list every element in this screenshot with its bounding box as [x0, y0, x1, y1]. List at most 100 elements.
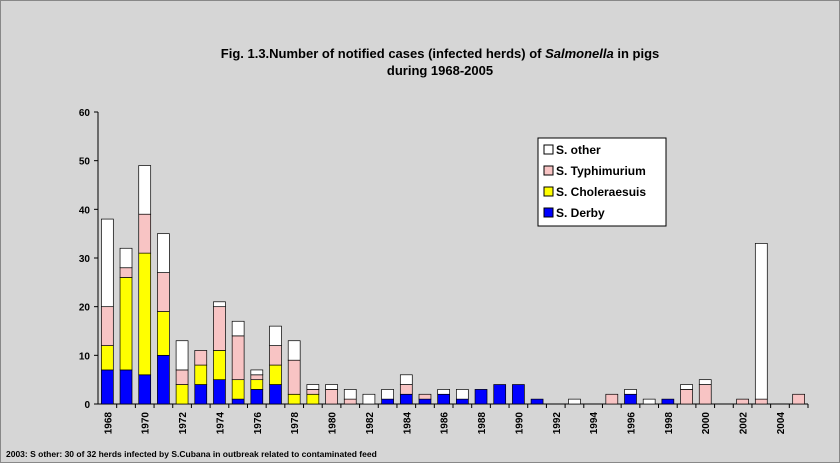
x-tick-label: 1970 [141, 412, 152, 435]
bar-segment [343, 398, 357, 405]
bar-segment [213, 301, 226, 308]
legend-label: S. Typhimurium [556, 164, 646, 178]
bar-segment [642, 398, 656, 405]
bar-segment [175, 369, 189, 385]
y-tick-label: 50 [79, 157, 91, 168]
x-tick-label: 1968 [103, 412, 114, 435]
bar-segment [698, 379, 712, 385]
bar-segment [269, 325, 282, 346]
bar-segment [512, 384, 525, 405]
bar-segment [343, 389, 357, 400]
x-tick-label: 1984 [402, 412, 413, 435]
bar-segment [624, 393, 637, 405]
y-tick-label: 20 [79, 303, 91, 314]
bar-segment [325, 389, 338, 405]
bar-segment [624, 389, 637, 395]
bar-segment [698, 384, 712, 405]
x-tick-label: 1976 [253, 412, 264, 435]
legend-swatch [543, 207, 554, 218]
legend-label: S. Choleraesuis [556, 185, 646, 199]
bar-segment [250, 369, 264, 376]
footnote: 2003: S other: 30 of 32 herds infected b… [6, 449, 377, 459]
bar-segment [661, 398, 675, 405]
legend-label: S. other [556, 143, 601, 157]
bar-segment [119, 267, 133, 278]
bar-segment [101, 369, 114, 405]
chart-subtitle: during 1968-2005 [387, 63, 493, 78]
x-tick-label: 1990 [514, 412, 525, 435]
x-tick-label: 1994 [589, 412, 600, 435]
bar-segment [138, 374, 152, 405]
bar-segment [362, 393, 376, 405]
bar-segment [399, 393, 413, 405]
x-tick-label: 1986 [440, 412, 451, 435]
legend-swatch [543, 165, 554, 176]
bar-segment [306, 384, 320, 390]
x-tick-label: 1974 [215, 412, 226, 435]
bar-segment [194, 364, 208, 385]
x-tick-label: 1988 [477, 412, 488, 435]
bar-segment [213, 306, 226, 351]
bar-segment [250, 389, 264, 405]
x-tick-label: 1972 [178, 412, 189, 435]
bar-segment [101, 306, 114, 346]
bar-segment [437, 389, 450, 395]
bar-segment [381, 389, 394, 400]
y-tick-label: 30 [79, 254, 91, 265]
bar-segment [269, 384, 282, 405]
bar-segment [101, 218, 114, 308]
x-tick-label: 1992 [552, 412, 563, 435]
bar-segment [493, 384, 507, 405]
bar-segment [157, 272, 170, 312]
x-tick-label: 2000 [701, 412, 712, 435]
bar-segment [213, 350, 226, 381]
bar-segment [231, 379, 245, 400]
legend-swatch [543, 186, 554, 197]
y-tick-label: 0 [84, 400, 90, 411]
legend-swatch [543, 144, 554, 155]
x-tick-label: 1978 [290, 412, 301, 435]
y-tick-label: 10 [79, 351, 91, 362]
title-part: in pigs [614, 46, 660, 61]
bar-segment [101, 345, 114, 371]
bar-segment [119, 247, 133, 269]
bar-segment [157, 233, 170, 273]
bar-segment [287, 393, 301, 405]
bar-segment [399, 384, 413, 395]
bar-segment [119, 277, 133, 371]
bar-segment [754, 243, 768, 400]
bar-segment [138, 165, 152, 215]
bar-segment [474, 389, 488, 405]
bar-segment [418, 398, 432, 405]
bar-segment [138, 252, 152, 376]
x-tick-label: 1980 [328, 412, 339, 435]
bar-segment [325, 384, 338, 390]
bar-segment [231, 320, 245, 337]
bar-segment [157, 311, 170, 356]
bar-segment [530, 398, 544, 405]
bar-segment [157, 354, 170, 405]
bar-segment [287, 340, 301, 361]
bar-segment [568, 398, 581, 405]
bar-segment [418, 393, 432, 400]
legend-box [537, 137, 667, 227]
bar-segment [194, 350, 208, 366]
bar-segment [287, 359, 301, 395]
bar-segment [736, 398, 749, 405]
x-tick-label: 1998 [664, 412, 675, 435]
x-tick-label: 1982 [365, 412, 376, 435]
bar-segment [381, 398, 394, 405]
bar-segment [269, 345, 282, 366]
bar-segment [680, 389, 693, 405]
bar-segment [231, 335, 245, 381]
bar-segment [269, 364, 282, 385]
y-tick-label: 40 [79, 205, 91, 216]
x-tick-label: 2002 [739, 412, 750, 435]
bar-segment [605, 393, 619, 405]
bar-segment [194, 384, 208, 405]
bar-segment [119, 369, 133, 405]
bar-segment [399, 374, 413, 385]
bar-segment [456, 389, 469, 400]
bar-segment [792, 393, 805, 405]
